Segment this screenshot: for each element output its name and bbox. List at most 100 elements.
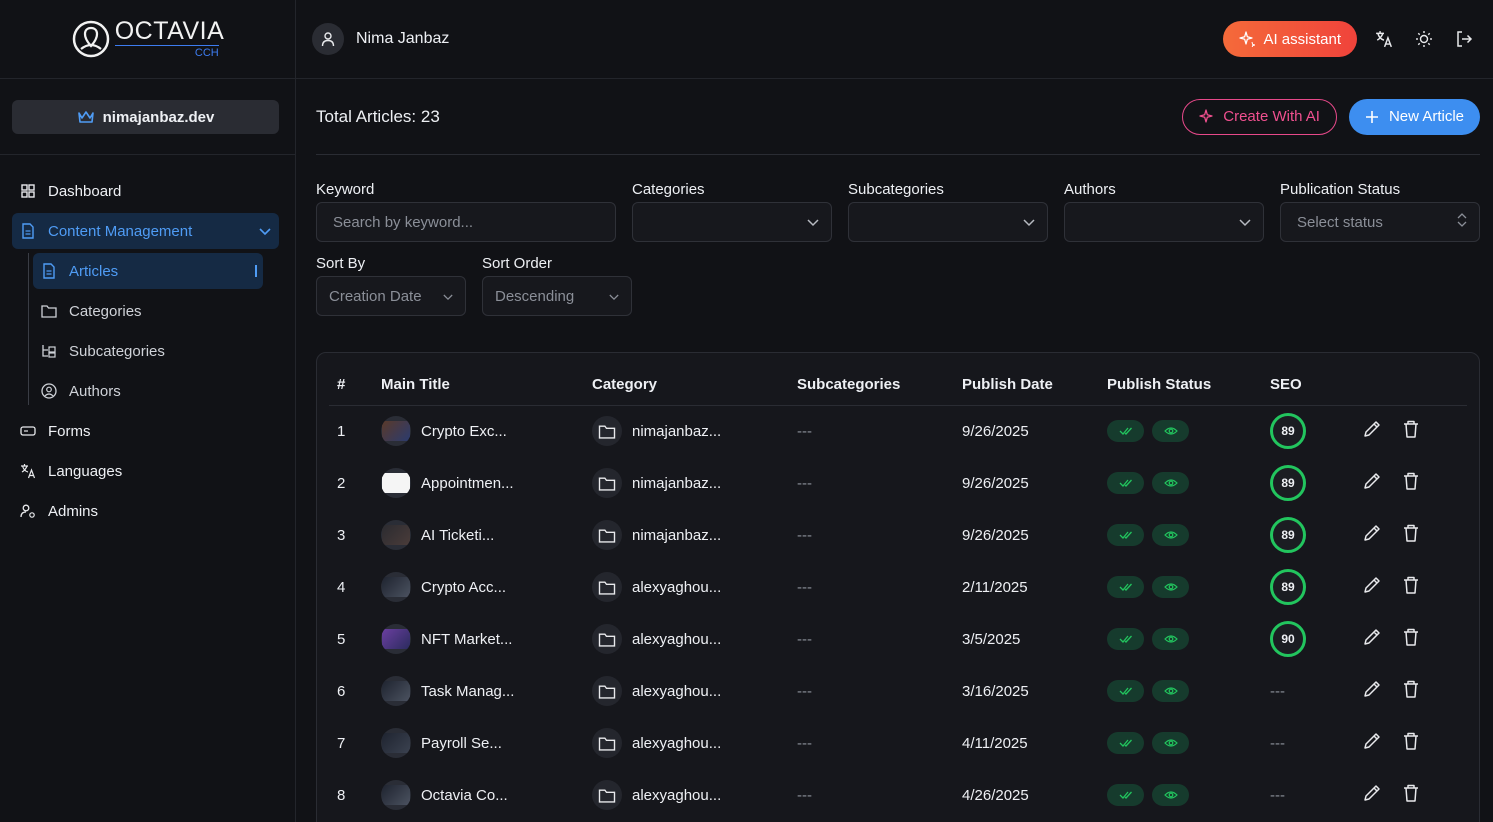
sidebar-item-content-management[interactable]: Content Management: [12, 213, 279, 249]
sort-by-label: Sort By: [316, 255, 366, 272]
subcategories-select[interactable]: [848, 202, 1048, 242]
row-number: 5: [337, 630, 346, 648]
article-title[interactable]: Payroll Se...: [421, 734, 502, 752]
article-title[interactable]: Appointmen...: [421, 474, 514, 492]
edit-pencil-icon[interactable]: [1362, 471, 1382, 495]
edit-pencil-icon[interactable]: [1362, 783, 1382, 807]
col-header-publish-status[interactable]: Publish Status: [1107, 365, 1270, 406]
article-thumbnail: [381, 624, 411, 654]
row-number: 7: [337, 734, 346, 752]
col-header-publish-date[interactable]: Publish Date: [962, 365, 1107, 406]
seo-score-value: 90: [1281, 632, 1295, 646]
article-category: nimajanbaz...: [632, 422, 722, 440]
article-title[interactable]: Octavia Co...: [421, 786, 508, 804]
article-subcategories: ---: [797, 422, 812, 440]
trash-icon[interactable]: [1402, 679, 1420, 703]
sidebar-item-dashboard[interactable]: Dashboard: [12, 173, 279, 209]
sidebar: OCTAVIA CCH nimajanbaz.dev Dashboard Con…: [0, 0, 296, 822]
categories-label: Categories: [632, 181, 705, 198]
brand-logo[interactable]: OCTAVIA CCH: [0, 0, 295, 79]
article-subcategories: ---: [797, 734, 812, 752]
article-category: nimajanbaz...: [632, 474, 722, 492]
edit-pencil-icon[interactable]: [1362, 627, 1382, 651]
col-header-subcategories[interactable]: Subcategories: [797, 365, 962, 406]
status-select[interactable]: Select status: [1280, 202, 1480, 242]
ai-assistant-button[interactable]: AI assistant: [1223, 21, 1357, 57]
sidebar-item-admins[interactable]: Admins: [12, 493, 279, 529]
seo-score-value: 89: [1281, 424, 1295, 439]
sort-order-select[interactable]: Descending: [482, 276, 632, 316]
sidebar-item-languages[interactable]: Languages: [12, 453, 279, 489]
article-subcategories: ---: [797, 578, 812, 596]
categories-select[interactable]: [632, 202, 832, 242]
article-title[interactable]: Crypto Exc...: [421, 422, 507, 440]
article-category: alexyaghou...: [632, 682, 722, 700]
sidebar-item-label: Admins: [48, 502, 99, 520]
table-row[interactable]: 7 Payroll Se... alexyaghou... --- 4/11/2…: [329, 717, 1467, 769]
article-thumbnail: [381, 572, 411, 602]
article-title[interactable]: Crypto Acc...: [421, 578, 507, 596]
sidebar-item-forms[interactable]: Forms: [12, 413, 279, 449]
trash-icon[interactable]: [1402, 575, 1420, 599]
document-icon: [20, 223, 36, 239]
sparkles-icon: [1239, 31, 1256, 47]
keyword-placeholder: Search by keyword...: [333, 213, 474, 231]
trash-icon[interactable]: [1402, 783, 1420, 807]
col-header-title[interactable]: Main Title: [381, 365, 592, 406]
keyword-input[interactable]: Search by keyword...: [316, 202, 616, 242]
articles-table: # Main Title Category Subcategories Publ…: [329, 365, 1467, 821]
article-title[interactable]: Task Manag...: [421, 682, 515, 700]
trash-icon[interactable]: [1402, 471, 1420, 495]
new-article-button[interactable]: New Article: [1348, 98, 1480, 135]
sun-icon[interactable]: [1411, 26, 1437, 52]
table-row[interactable]: 5 NFT Market... alexyaghou... --- 3/5/20…: [329, 613, 1467, 665]
authors-select[interactable]: [1064, 202, 1264, 242]
sort-order-value: Descending: [495, 287, 575, 305]
trash-icon[interactable]: [1402, 419, 1420, 443]
edit-pencil-icon[interactable]: [1362, 679, 1382, 703]
create-with-ai-button[interactable]: Create With AI: [1182, 98, 1337, 135]
col-header-category[interactable]: Category: [592, 365, 797, 406]
seo-score-value: 89: [1281, 580, 1295, 594]
table-row[interactable]: 1 Crypto Exc... nimajanbaz... --- 9/26/2…: [329, 405, 1467, 457]
trash-icon[interactable]: [1402, 523, 1420, 547]
translate-icon[interactable]: [1371, 26, 1397, 52]
article-publish-date: 9/26/2025: [962, 422, 1029, 440]
edit-pencil-icon[interactable]: [1362, 575, 1382, 599]
sort-by-select[interactable]: Creation Date: [316, 276, 466, 316]
article-title[interactable]: AI Ticketi...: [421, 526, 495, 544]
edit-pencil-icon[interactable]: [1362, 419, 1382, 443]
folder-icon: [592, 624, 622, 654]
sidebar-item-subcategories[interactable]: Subcategories: [33, 333, 263, 369]
octavia-logo-icon: [72, 20, 109, 58]
table-row[interactable]: 6 Task Manag... alexyaghou... --- 3/16/2…: [329, 665, 1467, 717]
status-filter: Publication Status Select status: [1280, 181, 1480, 242]
col-header-actions: [1348, 365, 1467, 406]
sort-by-filter: Sort By Creation Date: [316, 255, 466, 316]
sidebar-item-authors[interactable]: Authors: [33, 373, 263, 409]
article-thumbnail: [381, 468, 411, 498]
seo-score-value: 89: [1281, 476, 1295, 490]
edit-pencil-icon[interactable]: [1362, 731, 1382, 755]
trash-icon[interactable]: [1402, 627, 1420, 651]
article-category: alexyaghou...: [632, 786, 722, 804]
workspace-switcher[interactable]: nimajanbaz.dev: [12, 100, 279, 134]
table-row[interactable]: 8 Octavia Co... alexyaghou... --- 4/26/2…: [329, 769, 1467, 821]
logout-icon[interactable]: [1451, 26, 1477, 52]
new-article-label: New Article: [1388, 108, 1464, 125]
table-row[interactable]: 2 Appointmen... nimajanbaz... --- 9/26/2…: [329, 457, 1467, 509]
edit-pencil-icon[interactable]: [1362, 523, 1382, 547]
avatar[interactable]: [312, 23, 344, 55]
col-header-seo[interactable]: SEO: [1270, 365, 1348, 406]
table-row[interactable]: 4 Crypto Acc... alexyaghou... --- 2/11/2…: [329, 561, 1467, 613]
sidebar-item-categories[interactable]: Categories: [33, 293, 263, 329]
table-row[interactable]: 3 AI Ticketi... nimajanbaz... --- 9/26/2…: [329, 509, 1467, 561]
article-thumbnail: [381, 416, 411, 447]
trash-icon[interactable]: [1402, 731, 1420, 755]
sidebar-item-articles[interactable]: Articles: [33, 253, 263, 289]
article-subcategories: ---: [797, 474, 812, 492]
main-content: Total Articles: 23 Create With AI New Ar…: [316, 79, 1480, 822]
article-title[interactable]: NFT Market...: [421, 630, 513, 648]
double-check-icon: [1107, 472, 1144, 494]
col-header-number[interactable]: #: [329, 365, 381, 406]
